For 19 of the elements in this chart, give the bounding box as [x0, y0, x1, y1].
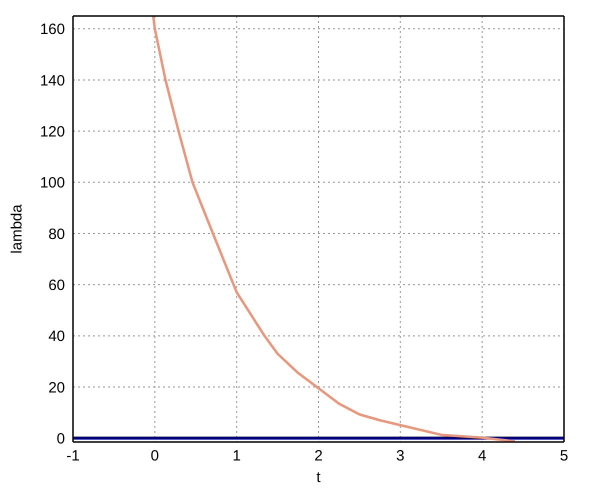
y-axis-title: lambda — [8, 204, 26, 254]
x-axis-title: t — [316, 469, 322, 486]
y-tick-label: 80 — [48, 226, 65, 243]
y-tick-label: 0 — [56, 430, 65, 448]
x-tick-label: 0 — [150, 448, 160, 465]
x-tick-label: 5 — [560, 448, 568, 465]
x-tick-label: -1 — [66, 448, 80, 465]
y-tick-label: 160 — [40, 21, 65, 38]
x-tick-label: 4 — [478, 448, 486, 465]
y-tick-label: 140 — [40, 72, 65, 90]
line-series — [152, 16, 516, 442]
x-tick-label: 3 — [396, 448, 405, 465]
x-tick-label: 2 — [314, 448, 323, 465]
y-tick-label: 40 — [48, 328, 65, 346]
y-tick-label: 100 — [40, 174, 65, 192]
y-tick-label: 60 — [48, 276, 65, 294]
y-tick-label: 20 — [48, 379, 65, 396]
x-tick-label: 1 — [232, 448, 241, 465]
y-tick-label: 120 — [40, 123, 65, 140]
